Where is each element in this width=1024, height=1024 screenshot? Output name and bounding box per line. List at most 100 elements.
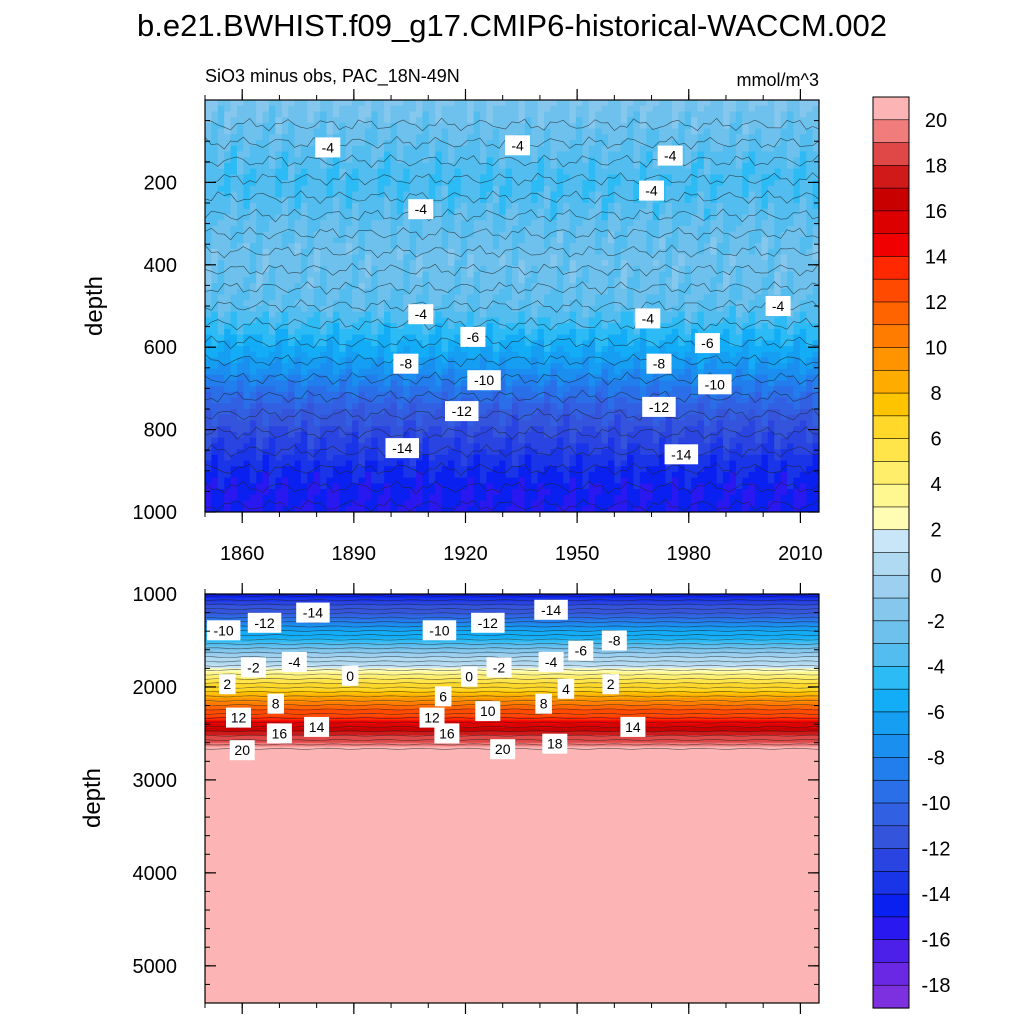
- field-cell: [217, 117, 225, 124]
- field-cell: [262, 145, 270, 153]
- field-cell: [320, 288, 328, 296]
- field-cell: [755, 111, 763, 118]
- field-cell: [326, 243, 334, 250]
- field-cell: [230, 185, 238, 193]
- field-cell: [416, 168, 424, 175]
- field-cell: [537, 265, 545, 273]
- field-cell: [582, 391, 590, 399]
- field-cell: [710, 254, 718, 261]
- field-cell: [326, 191, 334, 198]
- field-cell: [556, 323, 564, 330]
- field-cell: [767, 111, 775, 118]
- field-cell: [224, 197, 232, 204]
- field-cell: [205, 145, 212, 153]
- field-cell: [460, 151, 468, 158]
- field-cell: [556, 328, 564, 336]
- field-cell: [575, 386, 583, 393]
- field-cell: [422, 283, 430, 290]
- field-cell: [659, 105, 667, 113]
- field-cell: [345, 386, 353, 393]
- field-cell: [531, 300, 539, 307]
- field-cell: [569, 151, 577, 158]
- field-cell: [320, 237, 328, 244]
- field-cell: [812, 300, 819, 307]
- field-cell: [518, 191, 526, 198]
- field-cell: [793, 248, 801, 256]
- field-cell: [454, 197, 462, 204]
- field-cell: [537, 351, 545, 359]
- field-cell: [332, 128, 340, 135]
- field-cell: [275, 317, 283, 324]
- field-cell: [307, 162, 315, 170]
- field-cell: [627, 328, 635, 336]
- field-cell: [524, 105, 532, 113]
- field-cell: [205, 208, 212, 216]
- field-cell: [780, 134, 788, 141]
- field-cell: [236, 254, 244, 261]
- field-cell: [390, 197, 398, 204]
- field-cell: [543, 197, 551, 204]
- field-cell: [422, 248, 430, 256]
- field-cell: [326, 300, 334, 307]
- field-cell: [352, 346, 360, 353]
- field-cell: [499, 248, 507, 256]
- field-cell: [320, 185, 328, 193]
- field-cell: [582, 208, 590, 216]
- field-cell: [384, 317, 392, 324]
- field-cell: [614, 214, 622, 221]
- field-cell: [537, 386, 545, 393]
- field-cell: [518, 294, 526, 301]
- field-cell: [588, 248, 596, 256]
- field-cell: [716, 225, 724, 233]
- field-cell: [499, 191, 507, 198]
- field-cell: [595, 346, 603, 353]
- field-cell: [224, 214, 232, 221]
- field-cell: [563, 323, 571, 330]
- field-cell: [435, 288, 443, 296]
- field-cell: [300, 391, 308, 399]
- field-cell: [409, 391, 417, 399]
- field-cell: [646, 334, 654, 341]
- field-cell: [703, 294, 711, 301]
- field-cell: [556, 117, 564, 124]
- field-cell: [441, 203, 449, 210]
- field-cell: [441, 271, 449, 278]
- field-cell: [486, 340, 494, 347]
- field-cell: [595, 317, 603, 324]
- field-cell: [684, 191, 692, 198]
- field-cell: [659, 237, 667, 244]
- field-cell: [556, 265, 564, 273]
- field-cell: [652, 225, 660, 233]
- field-cell: [236, 346, 244, 353]
- field-cell: [307, 180, 315, 187]
- field-cell: [288, 220, 296, 227]
- field-cell: [217, 328, 225, 336]
- field-cell: [556, 380, 564, 387]
- field-cell: [345, 294, 353, 301]
- field-cell: [512, 374, 519, 381]
- field-cell: [281, 260, 289, 267]
- field-cell: [454, 351, 462, 359]
- field-cell: [607, 351, 615, 359]
- field-cell: [569, 254, 577, 261]
- field-cell: [435, 254, 443, 261]
- field-cell: [473, 248, 481, 256]
- field-cell: [358, 311, 366, 319]
- field-cell: [575, 380, 583, 387]
- field-cell: [633, 203, 641, 210]
- field-cell: [767, 231, 775, 238]
- field-cell: [652, 140, 660, 147]
- field-cell: [480, 162, 488, 170]
- field-cell: [268, 243, 276, 250]
- field-cell: [582, 185, 590, 193]
- field-cell: [486, 122, 494, 130]
- field-cell: [633, 111, 641, 118]
- field-cell: [307, 100, 315, 107]
- field-cell: [377, 391, 385, 399]
- field-cell: [205, 317, 212, 324]
- field-cell: [748, 277, 756, 284]
- field-cell: [409, 334, 417, 341]
- field-cell: [742, 328, 750, 336]
- field-cell: [646, 288, 654, 296]
- field-cell: [639, 117, 647, 124]
